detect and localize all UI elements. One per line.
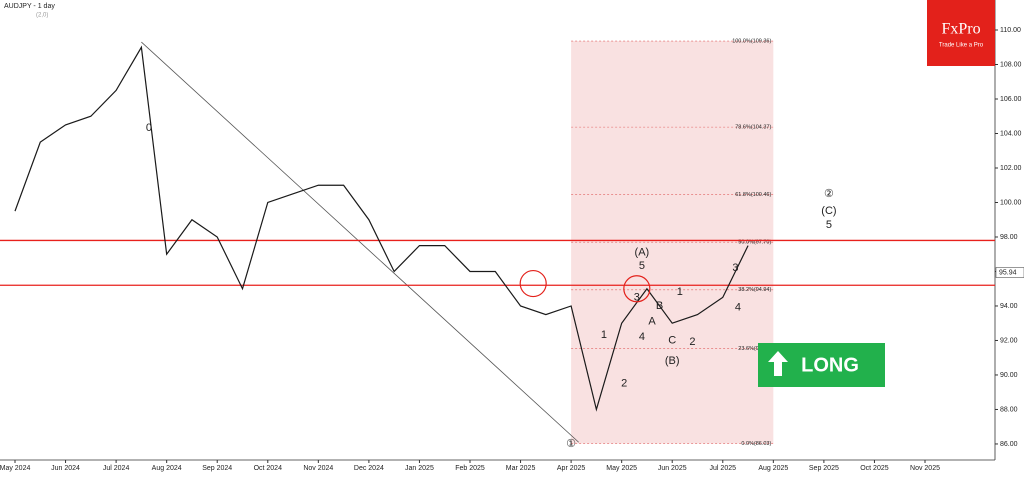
wave-label: (C) xyxy=(821,205,836,217)
signal-label: LONG xyxy=(801,354,859,376)
logo-brand: FxPro xyxy=(941,21,980,38)
highlight-circle xyxy=(623,275,651,303)
x-tick-label: Mar 2025 xyxy=(506,465,536,472)
arrow-icon xyxy=(768,351,788,376)
fib-label: 23.6%(91.54) xyxy=(738,346,771,352)
wave-label: 5 xyxy=(639,260,645,272)
wave-label: B xyxy=(656,300,663,312)
y-tick-label: 110.00 xyxy=(1000,27,1021,34)
fib-label: 78.6%(104.37) xyxy=(735,125,771,131)
last-price: 95.94 xyxy=(999,269,1017,276)
x-tick-label: Feb 2025 xyxy=(455,465,485,472)
chart-subtitle: (2,0) xyxy=(36,13,48,19)
logo-box xyxy=(927,0,995,66)
wave-label: 1 xyxy=(677,286,683,298)
wave-label: (A) xyxy=(635,246,650,258)
wave-label: 1 xyxy=(601,329,607,341)
x-tick-label: Nov 2025 xyxy=(910,465,940,472)
x-tick-label: Apr 2025 xyxy=(557,465,586,472)
price-line xyxy=(14,45,749,412)
y-tick-label: 100.00 xyxy=(1000,199,1022,206)
x-tick-label: Sep 2024 xyxy=(202,465,232,472)
x-tick-label: Nov 2024 xyxy=(303,465,333,472)
y-tick-label: 104.00 xyxy=(1000,130,1022,137)
price-tag xyxy=(995,267,1024,278)
wave-label: 0 xyxy=(146,122,152,134)
x-tick-label: Jan 2025 xyxy=(405,465,434,472)
x-tick-label: Jul 2024 xyxy=(103,465,130,472)
wave-label: 4 xyxy=(639,331,645,343)
fib-label: 61.8%(100.46) xyxy=(735,192,771,198)
fib-label: 38.2%(94.94) xyxy=(738,287,771,293)
y-tick-label: 92.00 xyxy=(1000,337,1018,344)
wave-label: ② xyxy=(824,188,834,200)
highlight-circle xyxy=(519,269,547,298)
y-tick-label: 98.00 xyxy=(1000,234,1018,241)
wave-label: A xyxy=(648,315,656,327)
x-tick-label: Jun 2024 xyxy=(51,465,80,472)
wave-label: 5 xyxy=(826,219,832,231)
wave-label: 2 xyxy=(621,377,627,389)
x-tick-label: May 2025 xyxy=(606,465,637,472)
fib-label: 0.0%(86.03) xyxy=(741,441,771,447)
wave-label: 2 xyxy=(689,336,695,348)
y-tick-label: 88.00 xyxy=(1000,406,1018,413)
y-tick-label: 90.00 xyxy=(1000,372,1018,379)
x-tick-label: Jul 2025 xyxy=(710,465,737,472)
y-tick-label: 106.00 xyxy=(1000,96,1022,103)
x-tick-label: Jun 2025 xyxy=(658,465,687,472)
x-tick-label: Sep 2025 xyxy=(809,465,839,472)
x-tick-label: Aug 2024 xyxy=(152,465,182,472)
y-tick-label: 94.00 xyxy=(1000,303,1018,310)
x-tick-label: Aug 2025 xyxy=(758,465,788,472)
wave-label: 3 xyxy=(732,262,738,274)
y-tick-label: 86.00 xyxy=(1000,441,1018,448)
trend-line xyxy=(141,41,579,443)
x-tick-label: Oct 2024 xyxy=(254,465,283,472)
wave-label: 4 xyxy=(735,302,741,314)
x-tick-label: Dec 2024 xyxy=(354,465,384,472)
x-tick-label: Oct 2025 xyxy=(860,465,889,472)
x-tick-label: May 2024 xyxy=(0,465,30,472)
y-tick-label: 108.00 xyxy=(1000,61,1022,68)
chart-title: AUDJPY - 1 day xyxy=(4,3,55,10)
logo-tagline: Trade Like a Pro xyxy=(939,43,984,49)
wave-label: ① xyxy=(566,438,576,450)
wave-label: C xyxy=(668,334,676,346)
wave-label: (B) xyxy=(665,355,680,367)
y-tick-label: 102.00 xyxy=(1000,165,1022,172)
fib-label: 100.0%(109.36) xyxy=(732,39,771,45)
fib-label: 50.0%(97.70) xyxy=(738,240,771,246)
wave-label: 3 xyxy=(634,291,640,303)
